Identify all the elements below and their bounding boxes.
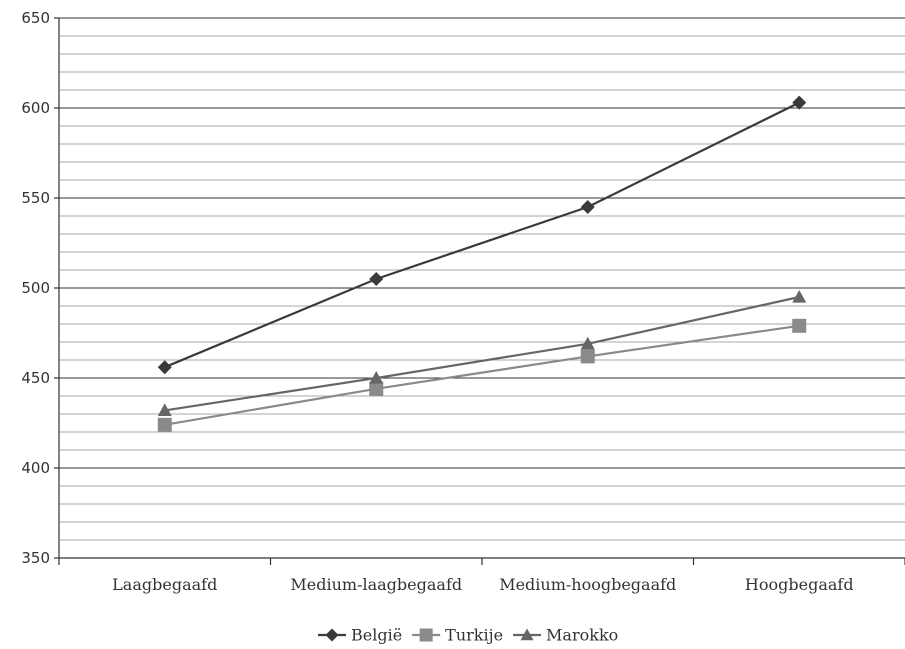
series-belgië xyxy=(157,95,807,375)
data-point xyxy=(369,381,384,396)
legend-label: Turkije xyxy=(445,626,503,645)
y-tick-label: 450 xyxy=(21,369,50,387)
data-point xyxy=(580,200,595,214)
y-tick-label: 500 xyxy=(21,279,50,297)
x-tick-label: Medium-hoogbegaafd xyxy=(499,575,676,594)
series-line xyxy=(164,324,800,426)
y-tick-label: 350 xyxy=(21,549,50,567)
x-tick-label: Laagbegaafd xyxy=(112,575,217,594)
data-point xyxy=(157,403,172,416)
x-tick-label: Medium-laagbegaafd xyxy=(290,575,462,594)
series-line xyxy=(164,101,800,369)
data-point xyxy=(157,360,172,375)
series-line xyxy=(164,295,800,412)
legend-marker xyxy=(520,628,534,641)
legend-label: België xyxy=(351,626,402,645)
data-point xyxy=(580,349,595,364)
y-tick-label: 600 xyxy=(21,99,50,117)
y-tick-label: 550 xyxy=(21,189,50,207)
legend-item: Turkije xyxy=(412,626,503,645)
data-point xyxy=(792,290,807,303)
legend-marker xyxy=(419,628,433,642)
series-marokko xyxy=(157,290,807,416)
data-point xyxy=(580,336,595,350)
x-tick-labels: Laagbegaafd Medium-laagbegaafd Medium-hoog… xyxy=(112,575,853,594)
data-point xyxy=(157,417,172,432)
series-turkije xyxy=(157,318,807,432)
y-tick-label: 400 xyxy=(21,459,50,477)
legend-marker xyxy=(325,628,339,642)
data-point xyxy=(792,318,807,333)
y-tick-label: 650 xyxy=(21,9,50,27)
data-point xyxy=(369,371,384,384)
legend-item: Marokko xyxy=(513,626,618,645)
legend-item: België xyxy=(318,626,402,645)
series-group xyxy=(157,95,807,432)
x-tick-label: Hoogbegaafd xyxy=(745,575,854,594)
y-tick-labels: 350 400 450 500 550 600 650 xyxy=(21,9,50,567)
legend: België Turkije Marokko xyxy=(318,626,618,645)
legend-label: Marokko xyxy=(546,626,618,645)
gridlines xyxy=(59,17,905,541)
axes xyxy=(54,17,905,565)
data-point xyxy=(792,95,807,110)
data-point xyxy=(369,272,384,286)
